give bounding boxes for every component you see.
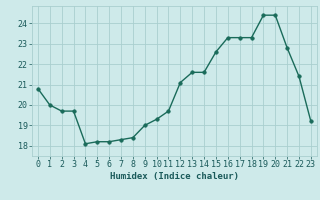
X-axis label: Humidex (Indice chaleur): Humidex (Indice chaleur) bbox=[110, 172, 239, 181]
